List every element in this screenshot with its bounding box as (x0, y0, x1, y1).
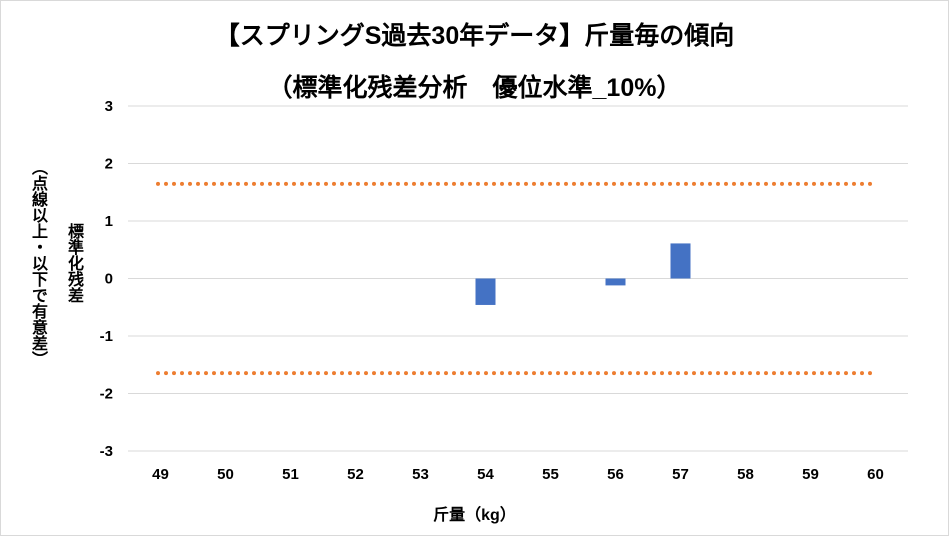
y-axis-note: （点線以上・以下で有意差） (29, 159, 46, 367)
x-tick-label: 49 (152, 466, 169, 483)
x-tick-label: 58 (737, 466, 754, 483)
x-tick-label: 53 (412, 466, 429, 483)
x-tick-label: 55 (542, 466, 559, 483)
x-tick-label: 50 (217, 466, 234, 483)
y-tick-label: 0 (105, 271, 113, 288)
x-tick-label: 60 (867, 466, 884, 483)
x-tick-label: 51 (282, 466, 299, 483)
y-axis-label: 標準化残差 (65, 223, 82, 303)
bar (605, 278, 626, 286)
x-axis-label: 斤量（kg） (433, 507, 516, 524)
y-tick-label: 3 (105, 98, 113, 115)
bar (475, 278, 496, 305)
x-tick-label: 59 (802, 466, 819, 483)
y-tick-label: -1 (100, 328, 113, 345)
y-tick-label: 1 (105, 213, 113, 230)
chart-subtitle: （標準化残差分析 優位水準_10%） (267, 74, 682, 102)
bar (670, 243, 691, 279)
y-tick-label: -3 (100, 443, 113, 460)
x-tick-label: 54 (477, 466, 494, 483)
y-tick-label: 2 (105, 156, 113, 173)
y-tick-label: -2 (100, 386, 113, 403)
chart-title: 【スプリングS過去30年データ】斤量毎の傾向 (214, 22, 735, 50)
x-tick-label: 57 (672, 466, 689, 483)
x-tick-label: 52 (347, 466, 364, 483)
x-tick-label: 56 (607, 466, 624, 483)
